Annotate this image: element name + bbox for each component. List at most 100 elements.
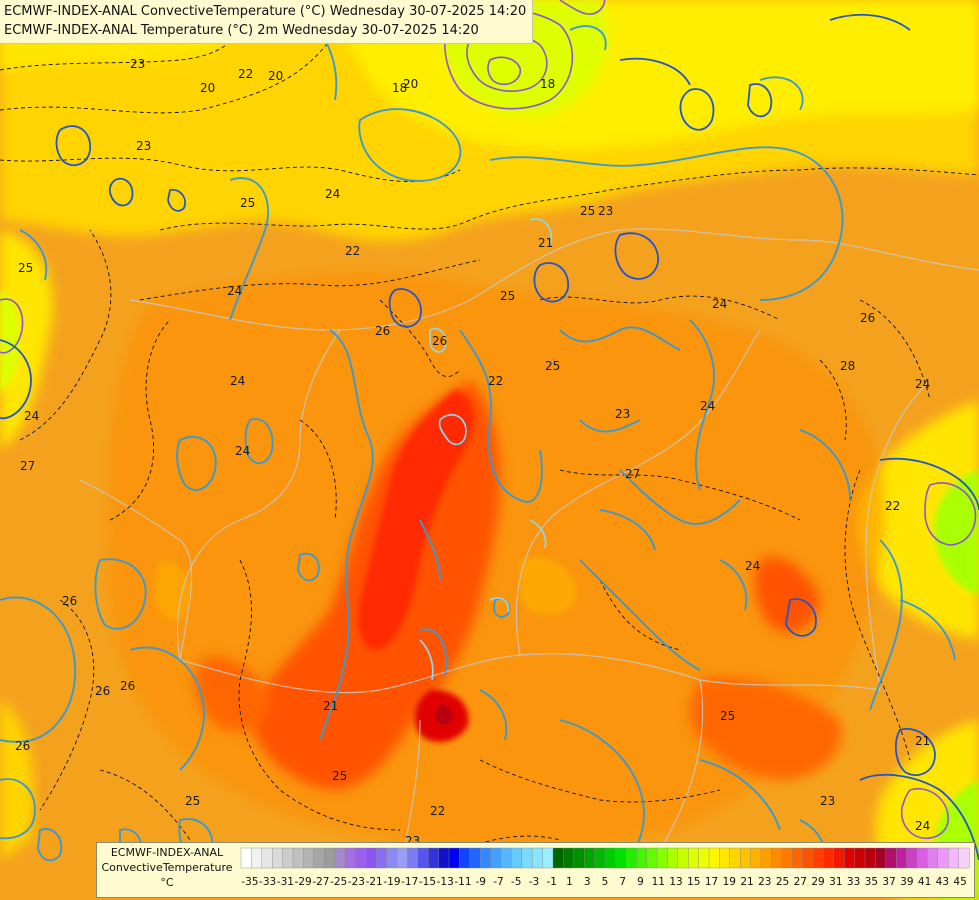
convective-contours-cyan — [419, 218, 553, 681]
title-convective-temperature: ECMWF-INDEX-ANAL ConvectiveTemperature (… — [4, 4, 527, 19]
legend-tick-label: 9 — [637, 876, 644, 888]
legend-swatch — [375, 847, 388, 869]
legend-tick-label: -17 — [401, 876, 418, 888]
legend-swatch — [573, 847, 585, 869]
legend-tick-label: 1 — [566, 876, 573, 888]
contour-value-label: 23 — [598, 204, 613, 218]
legend-swatch — [646, 847, 658, 869]
legend-swatch — [708, 847, 720, 869]
legend-swatch — [313, 847, 325, 869]
legend-swatch — [885, 847, 897, 869]
legend-swatch — [948, 847, 960, 869]
legend-swatch — [500, 847, 512, 869]
legend-tick-label: 25 — [776, 876, 789, 888]
contour-value-label: 21 — [323, 699, 338, 713]
contour-value-label: 24 — [700, 399, 715, 413]
contour-value-label: 26 — [95, 684, 110, 698]
legend-swatch — [479, 847, 492, 869]
legend-swatch — [875, 847, 887, 869]
contour-value-label: 24 — [745, 559, 760, 573]
contour-value-label: 25 — [580, 204, 595, 218]
legend-swatch — [771, 847, 783, 869]
legend-tick-label: 43 — [936, 876, 949, 888]
legend-tick-label: 11 — [652, 876, 665, 888]
legend-swatch — [469, 847, 481, 869]
contour-value-label: 25 — [720, 709, 735, 723]
contour-value-label: 25 — [185, 794, 200, 808]
legend-tick-label: -21 — [366, 876, 383, 888]
temperature-2m-contours — [0, 0, 979, 861]
legend-tick-label: 39 — [900, 876, 913, 888]
convective-contours-blue — [0, 13, 979, 861]
legend-swatch — [355, 847, 367, 869]
legend-swatch — [303, 847, 315, 869]
legend-tick-label: -27 — [312, 876, 329, 888]
contour-value-label: 20 — [403, 77, 418, 91]
contour-value-label: 26 — [432, 334, 447, 348]
legend-tick-label: 29 — [811, 876, 824, 888]
legend-tick-label: 19 — [723, 876, 736, 888]
legend-tick-label: 5 — [602, 876, 609, 888]
legend-swatch — [656, 847, 668, 869]
legend-swatch — [521, 847, 533, 869]
title-temperature-2m: ECMWF-INDEX-ANAL Temperature (°C) 2m Wed… — [4, 23, 479, 38]
legend-swatch — [927, 847, 939, 869]
legend-swatch — [937, 847, 949, 869]
legend-swatch — [542, 847, 554, 869]
legend-swatch — [833, 847, 845, 869]
legend-swatch — [365, 847, 377, 869]
legend-swatch — [781, 847, 793, 869]
contour-value-label: 23 — [820, 794, 835, 808]
legend-tick-label: 7 — [619, 876, 626, 888]
legend-swatch — [438, 847, 450, 869]
contour-value-label: 18 — [540, 77, 555, 91]
legend-swatch — [417, 847, 429, 869]
legend-tick-label: -33 — [259, 876, 276, 888]
legend-swatch — [615, 847, 627, 869]
legend-swatch — [636, 847, 648, 869]
legend-tick-label: 35 — [865, 876, 878, 888]
legend-swatch — [532, 847, 544, 869]
contour-value-label: 24 — [915, 377, 930, 391]
contour-value-label: 25 — [500, 289, 515, 303]
legend-swatch — [604, 847, 616, 869]
legend-swatch — [459, 847, 471, 869]
legend-colorbar: -35 -33 -31 -29 -27 -25 -23 -21 -19 -17 -15 -13 -11-… — [240, 847, 970, 888]
legend-swatch — [740, 847, 752, 869]
legend-tick-label: 45 — [953, 876, 966, 888]
legend-swatch — [511, 847, 523, 869]
legend-title: ECMWF-INDEX-ANAL ConvectiveTemperature °… — [97, 845, 237, 890]
contour-value-label: 24 — [235, 444, 250, 458]
legend-tick-label: 41 — [918, 876, 931, 888]
legend-swatch — [251, 847, 263, 869]
legend-swatch — [584, 847, 596, 869]
legend-tick-label: -5 — [511, 876, 521, 888]
contour-value-label: 25 — [332, 769, 347, 783]
contour-value-label: 22 — [488, 374, 503, 388]
contour-value-label: 21 — [915, 734, 930, 748]
contour-value-label: 24 — [915, 819, 930, 833]
contour-value-label: 18 — [392, 81, 407, 95]
legend-unit: °C — [160, 876, 174, 889]
contour-value-label: 24 — [227, 284, 242, 298]
legend-swatch — [407, 847, 419, 869]
legend-swatch — [344, 847, 356, 869]
legend-swatch — [552, 847, 564, 869]
legend-tick-label: -13 — [437, 876, 454, 888]
contour-value-label: 21 — [538, 236, 553, 250]
legend-tick-label: -23 — [348, 876, 365, 888]
legend-swatch — [292, 847, 304, 869]
legend-tick-label: 31 — [829, 876, 842, 888]
legend-tick-label: 3 — [584, 876, 591, 888]
legend-tick-label: -25 — [330, 876, 347, 888]
contour-value-label: 20 — [268, 69, 283, 83]
legend-tick-label: 21 — [740, 876, 753, 888]
contour-value-label: 25 — [240, 196, 255, 210]
legend-swatch — [427, 847, 440, 869]
legend-parameter: ConvectiveTemperature — [101, 861, 233, 874]
legend-swatch — [490, 847, 502, 869]
